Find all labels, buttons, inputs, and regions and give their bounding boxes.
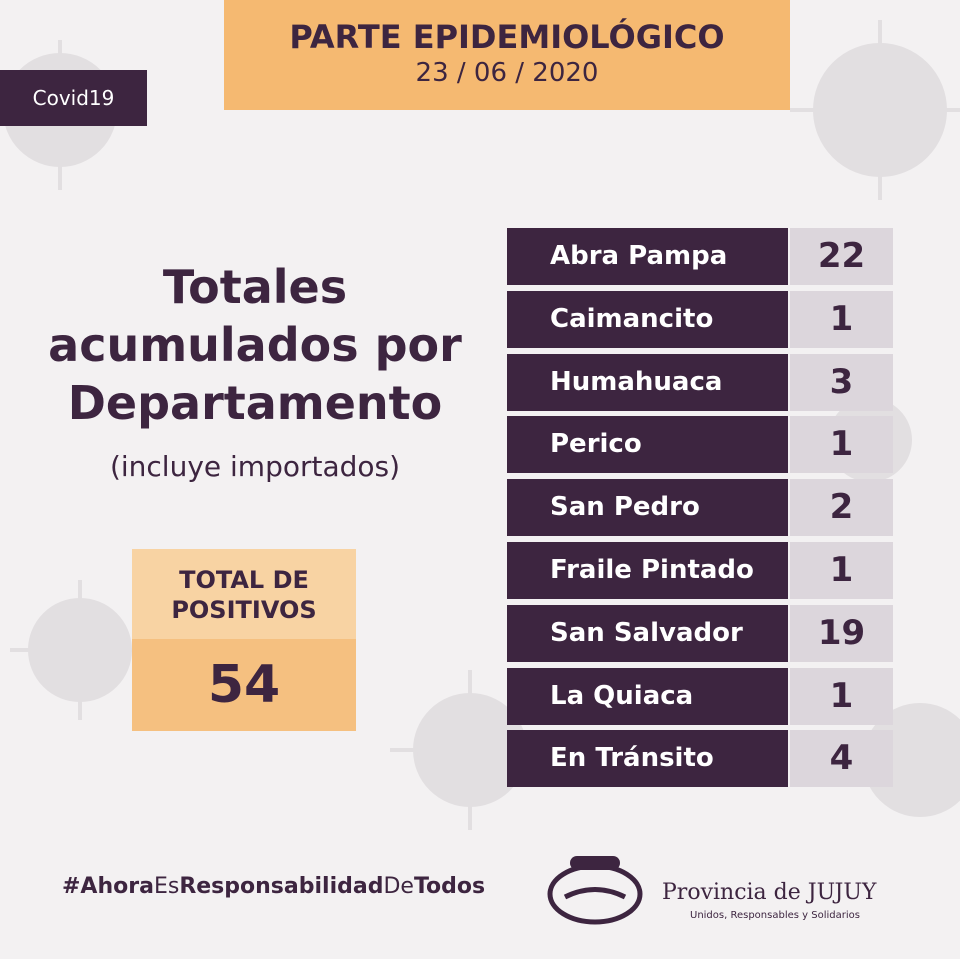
department-count: 19 <box>790 604 893 662</box>
hashtag-part: Es <box>153 874 180 899</box>
tag: Covid19 <box>0 70 147 126</box>
department-count: 2 <box>790 479 893 537</box>
department-name: Abra Pampa <box>507 228 788 285</box>
heading-line: Departamento <box>67 376 443 430</box>
hashtag-part: #Ahora <box>62 874 154 899</box>
heading-line: acumulados por <box>48 318 462 372</box>
department-count: 22 <box>790 228 893 285</box>
department-name: Caimancito <box>507 290 788 348</box>
hashtag-part: Todos <box>413 874 486 899</box>
department-name: San Pedro <box>507 479 788 537</box>
logo-name: Provincia de JUJUY <box>662 880 877 905</box>
department-name: En Tránsito <box>507 730 788 788</box>
heading-line: Totales <box>162 260 348 314</box>
label-line: TOTAL DE <box>179 566 309 594</box>
department-count: 1 <box>790 667 893 725</box>
hashtag-part: De <box>383 874 414 899</box>
date: 23 / 06 / 2020 <box>415 58 599 88</box>
total-value: 54 <box>207 655 281 715</box>
department-count: 1 <box>790 542 893 599</box>
department-count: 3 <box>790 353 893 411</box>
header: PARTE EPIDEMIOLÓGICO 23 / 06 / 2020 <box>224 0 790 110</box>
heading: Totales acumulados por Departamento <box>20 258 490 432</box>
subtitle: (incluye importados) <box>109 450 401 483</box>
total-label: TOTAL DE POSITIVOS <box>132 549 356 639</box>
department-name: Humahuaca <box>507 353 788 411</box>
department-name: Perico <box>507 416 788 474</box>
hashtag: #AhoraEsResponsabilidadDeTodos <box>62 874 485 899</box>
total-box: TOTAL DE POSITIVOS 54 <box>132 549 356 731</box>
logo-motto: Unidos, Responsables y Solidarios <box>690 910 860 921</box>
label-line: POSITIVOS <box>171 596 317 624</box>
hashtag-part: Responsabilidad <box>179 874 384 899</box>
department-count: 1 <box>790 290 893 348</box>
department-count: 4 <box>790 730 893 788</box>
title: PARTE EPIDEMIOLÓGICO <box>289 18 725 56</box>
department-name: La Quiaca <box>507 667 788 725</box>
logo-emblem <box>547 856 643 925</box>
department-name: Fraile Pintado <box>507 542 788 599</box>
department-name: San Salvador <box>507 604 788 662</box>
department-count: 1 <box>790 416 893 474</box>
